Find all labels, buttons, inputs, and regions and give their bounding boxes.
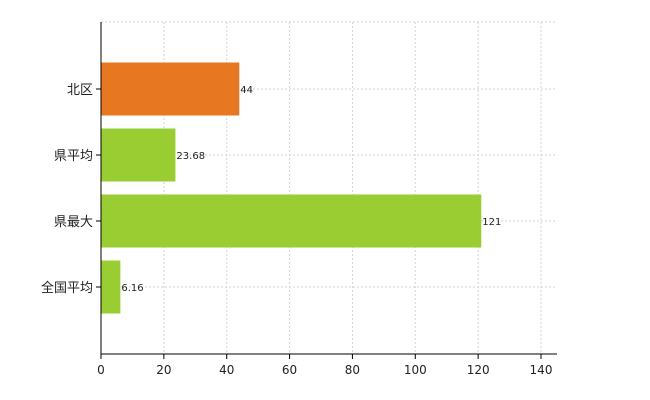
bar-0 [101, 62, 240, 116]
category-label-1: 県平均 [54, 149, 93, 164]
x-tick-label-0: 0 [97, 363, 105, 377]
data-labels: 44 23.68 121 6.16 [121, 85, 501, 294]
bar-1 [101, 128, 176, 182]
x-tick-label-100: 100 [404, 363, 427, 377]
data-label-2: 121 [482, 217, 501, 228]
x-tick-label-60: 60 [282, 363, 297, 377]
category-label-0: 北区 [67, 83, 93, 98]
bar-2 [101, 194, 482, 248]
x-tick-label-40: 40 [219, 363, 234, 377]
x-tick-label-140: 140 [530, 363, 553, 377]
category-label-2: 県最大 [54, 215, 93, 230]
axes [100, 22, 557, 355]
category-label-3: 全国平均 [41, 280, 93, 296]
data-label-3: 6.16 [121, 283, 143, 294]
data-label-1: 23.68 [176, 151, 205, 162]
x-tick-label-20: 20 [156, 363, 171, 377]
bar-3 [101, 260, 121, 314]
x-tick-label-120: 120 [467, 363, 490, 377]
x-axis-ticks: 0 20 40 60 80 100 120 140 [96, 88, 553, 377]
data-label-0: 44 [240, 85, 253, 96]
bars [101, 62, 482, 314]
x-tick-label-80: 80 [345, 363, 360, 377]
